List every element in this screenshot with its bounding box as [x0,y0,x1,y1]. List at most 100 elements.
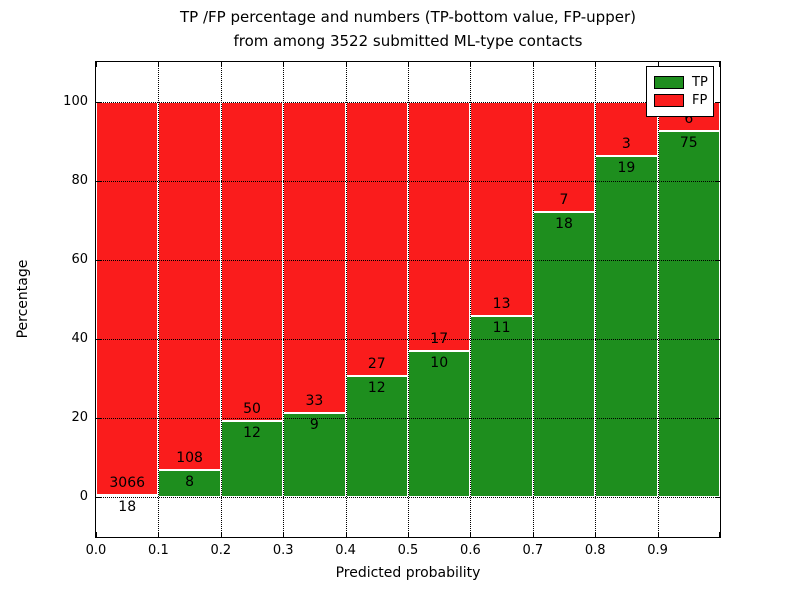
y-tickmark [96,497,101,499]
bar-segment-tp [345,375,408,498]
vertical-gridline [283,62,285,537]
legend-item-fp: FP [654,93,708,108]
y-tick-label: 100 [63,93,88,109]
vertical-gridline [470,62,472,537]
tp-color-swatch [654,76,684,89]
x-tickmark [283,532,285,537]
tp-count-label: 18 [118,499,137,516]
fp-count-label: 6 [684,110,694,127]
y-tickmark [715,497,720,499]
x-tickmark [345,62,347,67]
fp-count-label: 50 [243,400,261,417]
x-tickmark [719,532,720,537]
x-tickmark [595,62,597,67]
x-tick-label: 0.1 [148,543,169,558]
chart-title: TP /FP percentage and numbers (TP-bottom… [96,5,720,53]
x-tickmark [532,62,534,67]
bar-segment-fp [408,101,471,351]
y-tickmark [96,180,101,182]
x-tick-label: 0.9 [647,543,668,558]
y-tick-label: 60 [71,251,88,267]
x-tick-label: 0.6 [460,543,481,558]
y-tick-label: 40 [71,331,88,347]
vertical-gridline [532,62,534,537]
legend-label-fp: FP [692,93,708,108]
tp-count-label: 12 [243,424,261,441]
tp-count-label: 19 [617,159,636,176]
fp-count-label: 3 [621,135,631,152]
fp-count-label: 27 [367,355,386,372]
fp-count-label: 108 [176,450,203,467]
tp-count-label: 11 [492,319,511,336]
vertical-gridline [595,62,597,537]
bar-segment-fp [96,101,159,496]
y-tickmark [715,259,720,261]
x-tickmark [158,62,160,67]
vertical-gridline [345,62,347,537]
y-tickmark [96,101,101,103]
bar-segment-fp [158,101,221,471]
fp-color-swatch [654,94,684,107]
vertical-gridline [408,62,409,537]
chart-title-line2: from among 3522 submitted ML-type contac… [233,32,583,50]
y-tickmark [715,180,720,182]
fp-count-label: 7 [559,192,569,209]
y-tick-label: 20 [71,410,88,426]
bar-segment-fp [283,101,346,413]
y-tickmark [715,418,720,420]
bar-segment-tp [220,420,284,498]
bar-segment-tp [283,412,346,498]
y-tick-label: 80 [71,172,88,188]
x-tick-label: 0.2 [210,543,232,558]
x-tickmark [657,532,659,537]
bar-segment-tp [408,350,471,498]
y-tick-label: 0 [79,489,88,505]
x-tickmark [158,532,160,537]
fp-count-label: 33 [305,392,324,409]
tp-count-label: 18 [555,216,573,233]
fp-count-label: 17 [430,330,449,347]
x-tickmark [96,532,97,537]
x-tick-label: 0.4 [335,543,356,558]
y-tickmark [96,339,101,341]
x-tickmark [408,532,409,537]
fp-count-label: 3066 [109,475,146,492]
x-tickmark [96,62,97,67]
x-tick-label: 0.3 [272,543,294,558]
y-tickmark [96,418,101,420]
x-tickmark [470,532,472,537]
bar-segment-fp [220,101,284,421]
legend-label-tp: TP [692,75,708,90]
fp-count-label: 13 [492,295,511,312]
vertical-gridline [220,62,222,537]
y-axis-label: Percentage [15,259,31,339]
y-tickmark [96,259,101,261]
tp-count-label: 10 [430,354,449,371]
legend: TP FP [646,66,714,117]
plot-area: 3066 18 108 8 50 12 33 9 27 12 17 10 13 11 7 18 3 19 6 75 [95,61,721,538]
x-tickmark [532,532,534,537]
x-tickmark [595,532,597,537]
bar-segment-tp [470,315,533,498]
x-tick-label: 0.5 [397,543,419,558]
x-tickmark [408,62,409,67]
vertical-gridline [158,62,160,537]
bar-segment-fp [470,101,533,316]
x-tick-label: 0.0 [85,543,107,558]
bar-segment-fp [345,101,408,376]
tp-count-label: 8 [185,474,195,491]
y-tickmark [715,101,720,103]
x-tickmark [657,62,659,67]
bar-segment-tp [96,495,159,498]
x-tickmark [719,62,720,67]
tp-count-label: 9 [309,416,319,433]
x-tickmark [220,62,222,67]
x-tickmark [220,532,222,537]
x-tick-label: 0.7 [522,543,544,558]
legend-item-tp: TP [654,75,708,90]
bar-segment-tp [595,155,658,498]
x-axis-label: Predicted probability [335,565,481,581]
tp-count-label: 12 [367,379,386,396]
x-tickmark [283,62,285,67]
